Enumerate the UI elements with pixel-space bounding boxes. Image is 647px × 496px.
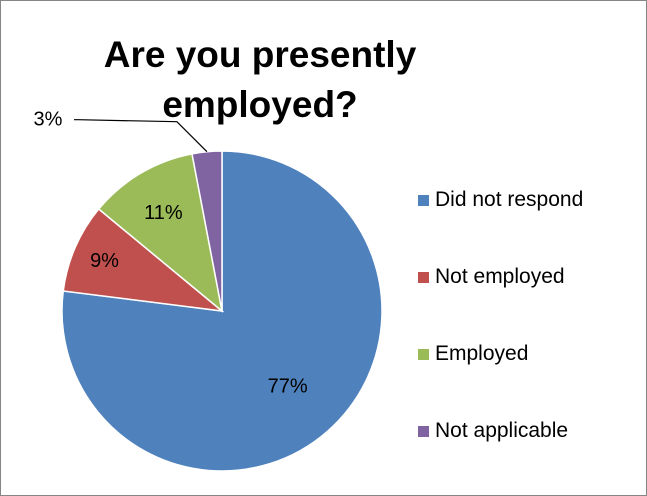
legend-swatch xyxy=(418,425,429,437)
pie-slice-employed xyxy=(97,152,224,313)
data-label-not-applicable: 3% xyxy=(34,109,63,131)
leader-line xyxy=(74,119,208,153)
legend-swatch xyxy=(418,271,429,283)
legend-swatch xyxy=(418,348,429,360)
data-label-did-not-respond: 77% xyxy=(268,375,308,397)
legend-label: Not employed xyxy=(435,265,565,288)
pie-slice-not-employed xyxy=(62,207,225,313)
legend-swatch xyxy=(418,194,429,206)
legend-item-not-applicable: Not applicable xyxy=(418,417,568,445)
data-label-employed: 11% xyxy=(144,202,183,224)
legend-item-not-employed: Not employed xyxy=(418,263,565,291)
legend-item-employed: Employed xyxy=(418,340,528,368)
legend-label: Did not respond xyxy=(435,188,584,211)
legend-label: Employed xyxy=(435,342,529,365)
slice-labels: 77% 9% 11% 3% xyxy=(34,109,308,398)
legend-item-did-not-respond: Did not respond xyxy=(418,186,583,214)
chart-title: Are you presently employed? xyxy=(60,30,460,130)
chart-title-line-1: Are you presently xyxy=(103,34,417,75)
pie-slices xyxy=(61,150,383,472)
data-label-not-employed: 9% xyxy=(90,250,119,272)
legend-label: Not applicable xyxy=(435,419,569,442)
chart-title-line-2: employed? xyxy=(162,84,358,125)
